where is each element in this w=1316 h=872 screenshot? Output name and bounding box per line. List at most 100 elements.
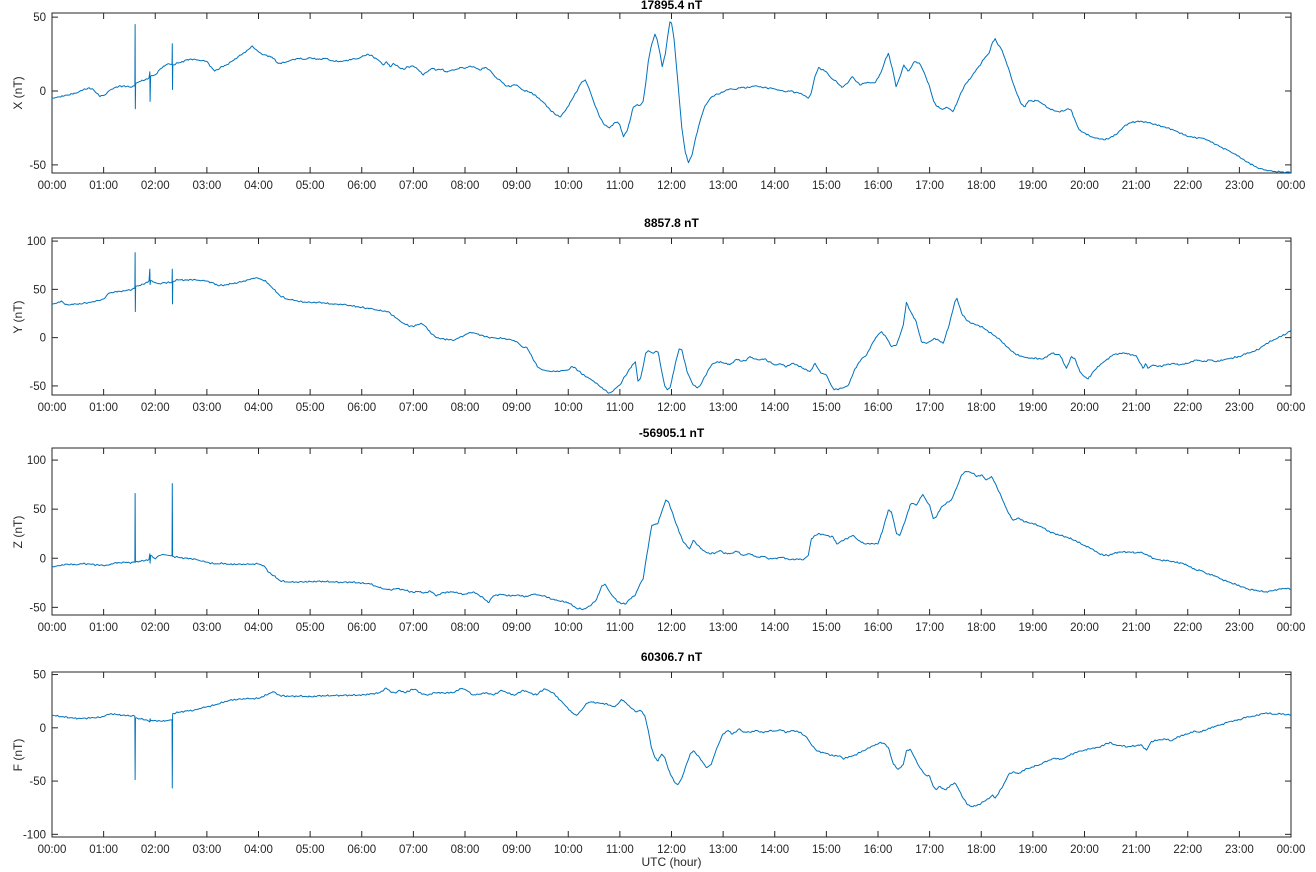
panel-f-title: 60306.7 nT xyxy=(640,650,703,664)
x-tick-label: 05:00 xyxy=(296,622,325,634)
panel-z: 00:00 01:00 02:00 03:00 04:00 05:00 06:00 07:00… xyxy=(27,447,1306,634)
x-tick-label: 18:00 xyxy=(967,180,996,192)
y-tick-label: 50 xyxy=(33,284,46,296)
x-tick-label: 02:00 xyxy=(141,844,170,856)
x-tick-label: 12:00 xyxy=(657,402,686,414)
x-tick-label: 03:00 xyxy=(192,622,221,634)
x-tick-label: 21:00 xyxy=(1122,402,1151,414)
panel-x: 00:00 01:00 02:00 03:00 04:00 05:00 06:00 07:00… xyxy=(29,12,1305,192)
x-tick-label: 16:00 xyxy=(864,622,893,634)
x-tick-label: 00:00 xyxy=(38,402,67,414)
x-tick-label: 17:00 xyxy=(915,402,944,414)
x-tick-label: 04:00 xyxy=(244,622,273,634)
x-tick-label: 21:00 xyxy=(1122,180,1151,192)
x-tick-label: 01:00 xyxy=(89,180,118,192)
x-tick-label: 06:00 xyxy=(347,402,376,414)
x-tick-label: 22:00 xyxy=(1173,622,1202,634)
x-tick-label: 11:00 xyxy=(606,622,634,634)
panel-x-title: 17895.4 nT xyxy=(640,0,703,12)
x-tick-label: 11:00 xyxy=(606,402,634,414)
x-tick-label: 05:00 xyxy=(296,180,325,192)
x-tick-label: 14:00 xyxy=(760,844,789,856)
panel-f-ylabel: F (nT) xyxy=(11,738,25,772)
x-tick-label: 19:00 xyxy=(1018,180,1047,192)
x-tick-label: 14:00 xyxy=(760,402,789,414)
x-tick-label: 16:00 xyxy=(864,844,893,856)
xaxis-label: UTC (hour) xyxy=(641,855,702,869)
y-tick-label: 0 xyxy=(40,86,46,98)
y-tick-label: 0 xyxy=(40,333,46,345)
x-tick-label: 12:00 xyxy=(657,622,686,634)
x-tick-label: 22:00 xyxy=(1173,402,1202,414)
data-series-line xyxy=(52,252,1291,394)
x-tick-label: 00:00 xyxy=(38,622,67,634)
x-tick-label: 00:00 xyxy=(1277,180,1306,192)
x-tick-label: 17:00 xyxy=(915,622,944,634)
x-tick-label: 00:00 xyxy=(1277,844,1306,856)
x-tick-label: 19:00 xyxy=(1018,622,1047,634)
x-tick-label: 18:00 xyxy=(967,402,996,414)
y-tick-label: 100 xyxy=(27,455,46,467)
x-tick-label: 09:00 xyxy=(502,844,531,856)
data-series-line xyxy=(52,687,1291,808)
x-tick-label: 02:00 xyxy=(141,622,170,634)
axes-box xyxy=(51,237,1292,396)
data-series-line xyxy=(52,21,1291,173)
axes-box xyxy=(51,12,1292,174)
x-tick-label: 20:00 xyxy=(1070,180,1099,192)
x-tick-label: 06:00 xyxy=(347,622,376,634)
x-tick-label: 23:00 xyxy=(1225,180,1254,192)
x-tick-label: 11:00 xyxy=(606,844,634,856)
y-tick-label: 0 xyxy=(40,553,46,565)
x-tick-label: 07:00 xyxy=(399,402,428,414)
x-tick-label: 23:00 xyxy=(1225,402,1254,414)
x-tick-label: 03:00 xyxy=(192,180,221,192)
x-tick-label: 19:00 xyxy=(1018,844,1047,856)
y-tick-label: 100 xyxy=(27,236,46,248)
y-tick-label: -50 xyxy=(29,602,46,614)
x-tick-label: 02:00 xyxy=(141,180,170,192)
x-tick-label: 13:00 xyxy=(709,622,738,634)
x-tick-label: 15:00 xyxy=(812,622,841,634)
x-tick-label: 23:00 xyxy=(1225,844,1254,856)
x-tick-label: 13:00 xyxy=(709,180,738,192)
x-tick-label: 16:00 xyxy=(864,402,893,414)
x-tick-label: 22:00 xyxy=(1173,180,1202,192)
x-tick-label: 15:00 xyxy=(812,402,841,414)
x-tick-label: 12:00 xyxy=(657,844,686,856)
panel-y-ylabel: Y (nT) xyxy=(11,300,25,334)
x-tick-label: 02:00 xyxy=(141,402,170,414)
x-tick-label: 10:00 xyxy=(554,180,583,192)
panel-f: 00:00 01:00 02:00 03:00 04:00 05:00 06:00 07:00… xyxy=(23,670,1305,856)
x-tick-label: 05:00 xyxy=(296,844,325,856)
x-tick-label: 05:00 xyxy=(296,402,325,414)
x-tick-label: 11:00 xyxy=(606,180,634,192)
x-tick-label: 01:00 xyxy=(89,402,118,414)
x-tick-label: 17:00 xyxy=(915,844,944,856)
x-tick-label: 00:00 xyxy=(38,180,67,192)
x-tick-label: 19:00 xyxy=(1018,402,1047,414)
data-series-line xyxy=(52,471,1291,611)
x-tick-label: 21:00 xyxy=(1122,622,1151,634)
x-tick-label: 00:00 xyxy=(1277,622,1306,634)
y-tick-label: 50 xyxy=(33,670,46,682)
x-tick-label: 01:00 xyxy=(89,844,118,856)
x-tick-label: 18:00 xyxy=(967,844,996,856)
x-tick-label: 01:00 xyxy=(89,622,118,634)
x-tick-label: 08:00 xyxy=(451,180,480,192)
y-tick-label: 0 xyxy=(40,723,46,735)
y-tick-label: 50 xyxy=(33,504,46,516)
x-tick-label: 04:00 xyxy=(244,402,273,414)
x-tick-label: 14:00 xyxy=(760,180,789,192)
x-tick-label: 15:00 xyxy=(812,844,841,856)
x-tick-label: 07:00 xyxy=(399,180,428,192)
panel-x-ylabel: X (nT) xyxy=(11,76,25,110)
y-tick-label: -100 xyxy=(23,829,46,841)
y-tick-label: -50 xyxy=(29,776,46,788)
x-tick-label: 08:00 xyxy=(451,844,480,856)
x-tick-label: 04:00 xyxy=(244,180,273,192)
x-tick-label: 16:00 xyxy=(864,180,893,192)
x-tick-label: 22:00 xyxy=(1173,844,1202,856)
